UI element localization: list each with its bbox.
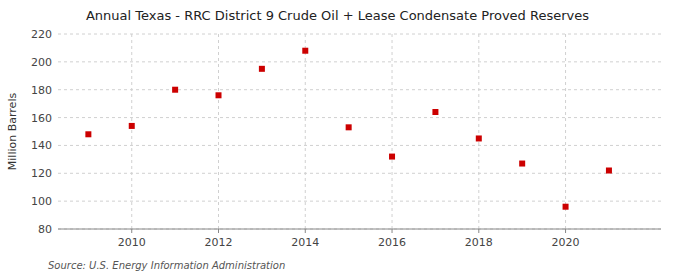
- y-grid-line: [58, 201, 661, 202]
- point: [389, 154, 395, 160]
- y-grid-line: [58, 145, 661, 146]
- point: [216, 92, 222, 98]
- point: [259, 66, 265, 72]
- y-tick-label: 140: [31, 139, 52, 152]
- y-tick-label: 80: [38, 223, 52, 236]
- y-tick-label: 120: [31, 167, 52, 180]
- x-tick: [478, 229, 479, 233]
- point: [432, 109, 438, 115]
- y-grid-line: [58, 173, 661, 174]
- title: Annual Texas - RRC District 9 Crude Oil …: [86, 8, 589, 23]
- x-tick: [392, 229, 393, 233]
- x-tick-label: 2010: [118, 236, 146, 249]
- x-tick-label: 2018: [465, 236, 493, 249]
- x-grid-line: [218, 34, 219, 229]
- x-tick-label: 2012: [205, 236, 233, 249]
- point: [346, 124, 352, 130]
- y-grid-line: [58, 89, 661, 90]
- chart: Annual Texas - RRC District 9 Crude Oil …: [0, 0, 675, 275]
- x-grid-line: [392, 34, 393, 229]
- y-grid-line: [58, 229, 661, 230]
- points: [85, 48, 612, 210]
- point: [519, 161, 525, 167]
- point: [172, 87, 178, 93]
- source: Source: U.S. Energy Information Administ…: [48, 260, 285, 271]
- y-grid-line: [58, 61, 661, 62]
- x-tick-label: 2016: [378, 236, 406, 249]
- x-tick-label: 2014: [291, 236, 319, 249]
- x-grid-line: [305, 34, 306, 229]
- grid: [58, 34, 661, 229]
- point: [563, 204, 569, 210]
- y-tick-label: 180: [31, 84, 52, 97]
- x-tick: [218, 229, 219, 233]
- point: [302, 48, 308, 54]
- y-grid-line: [58, 117, 661, 118]
- x-tick: [565, 229, 566, 233]
- point: [129, 123, 135, 129]
- point: [606, 168, 612, 174]
- y-axis-label: Million Barrels: [6, 93, 19, 171]
- y-tick-label: 220: [31, 28, 52, 41]
- x-axis: [58, 229, 661, 230]
- x-tick: [131, 229, 132, 233]
- x-grid-line: [478, 34, 479, 229]
- y-tick-label: 160: [31, 112, 52, 125]
- x-tick-label: 2020: [552, 236, 580, 249]
- y-grid-line: [58, 34, 661, 35]
- y-tick-label: 100: [31, 195, 52, 208]
- x-grid-line: [131, 34, 132, 229]
- y-tick-label: 200: [31, 56, 52, 69]
- x-tick: [305, 229, 306, 233]
- point: [85, 131, 91, 137]
- x-grid-line: [565, 34, 566, 229]
- point: [476, 135, 482, 141]
